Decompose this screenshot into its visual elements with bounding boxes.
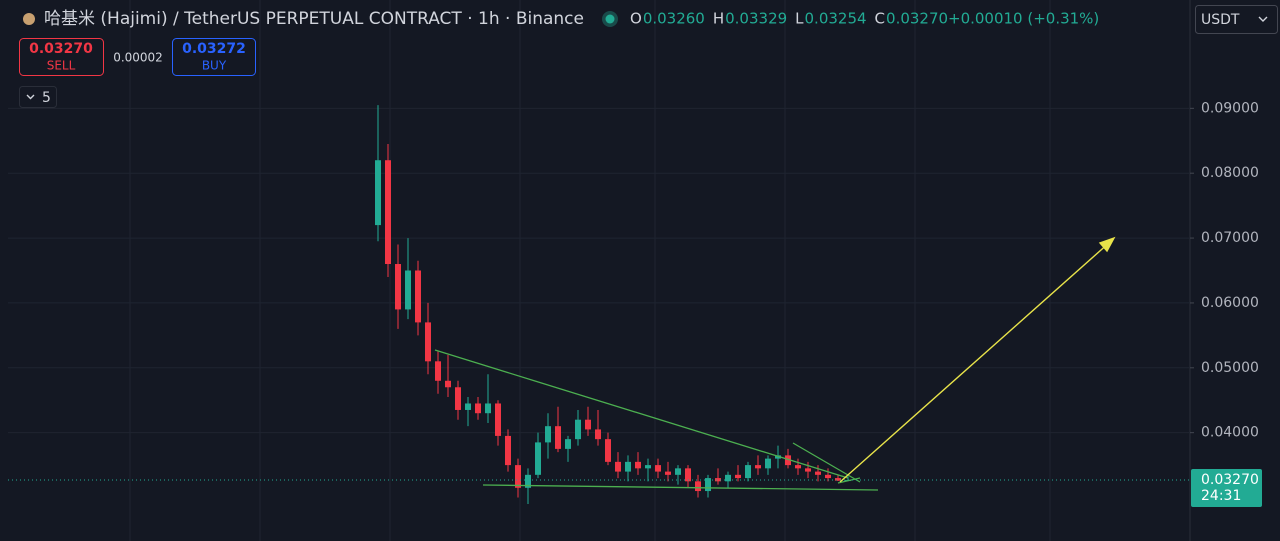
candle-body — [475, 403, 481, 414]
candle-body — [695, 481, 701, 492]
change: +0.00010 (+0.31%) — [948, 10, 1099, 28]
price-tag — [1191, 469, 1262, 508]
candle-body — [445, 380, 451, 388]
candle-body — [745, 465, 751, 479]
sell-button[interactable] — [19, 38, 104, 76]
candle-body — [385, 160, 391, 265]
candle-body — [405, 270, 411, 310]
sell-label: SELL — [47, 59, 76, 73]
candle-body — [575, 419, 581, 440]
coin-icon — [23, 13, 35, 25]
candle-body — [775, 455, 781, 459]
y-tick-label: 0.08000 — [1201, 165, 1259, 181]
candle-body — [675, 468, 681, 475]
currency-select[interactable] — [1195, 5, 1278, 34]
y-tick-label: 0.09000 — [1201, 100, 1259, 116]
candle-body — [795, 465, 801, 469]
chevron — [1258, 16, 1268, 22]
candle-body — [435, 361, 441, 381]
candle-body — [495, 403, 501, 436]
candle-body — [525, 474, 531, 488]
candle-body — [585, 419, 591, 430]
candle-body — [665, 471, 671, 475]
candles — [375, 105, 851, 505]
candle-body — [425, 322, 431, 362]
symbol-title: 哈基米 (Hajimi) / TetherUS PERPETUAL CONTRA… — [44, 9, 584, 29]
indicator-count: 5 — [42, 90, 51, 106]
candle-body — [655, 465, 661, 472]
candle-body — [805, 468, 811, 472]
candle-body — [545, 426, 551, 443]
candle-body — [535, 442, 541, 475]
candle-body — [685, 468, 691, 482]
sell-price: 0.03270 — [29, 41, 93, 57]
candle-body — [725, 474, 731, 482]
price-grid — [8, 107, 1190, 434]
indicator-toggle[interactable] — [19, 86, 57, 108]
y-tick-label: 0.06000 — [1201, 295, 1259, 311]
candle-body — [605, 439, 611, 462]
candle-body — [705, 478, 711, 492]
ohlc-label: O — [630, 10, 642, 28]
ohlc-value: 0.03260 — [643, 10, 705, 28]
candle-body — [765, 458, 771, 469]
currency-label: USDT — [1201, 12, 1240, 28]
ohlc: O 0.03260 H 0.03329 L 0.03254 C 0.03270 — [630, 10, 948, 28]
candle-body — [555, 426, 561, 449]
candle-body — [835, 478, 841, 481]
projection-arrow — [839, 236, 1116, 483]
ohlc-label: C — [875, 10, 885, 28]
candle-body — [485, 403, 491, 414]
candle-body — [825, 474, 831, 479]
time-grid — [129, 0, 1051, 541]
ohlc-value: 0.03254 — [805, 10, 867, 28]
candle-body — [595, 429, 601, 440]
ohlc-value: 0.03329 — [725, 10, 787, 28]
candle-body — [785, 455, 791, 466]
candle-body — [615, 461, 621, 472]
market-status-dot — [605, 14, 615, 24]
buy-button[interactable] — [172, 38, 256, 76]
candle-body — [715, 478, 721, 482]
candle-body — [515, 465, 521, 488]
candle-body — [465, 403, 471, 410]
trendlines — [434, 349, 879, 491]
candle-body — [635, 461, 641, 469]
candle-body — [375, 160, 381, 226]
ohlc-label: H — [713, 10, 724, 28]
chevron — [26, 94, 35, 100]
ohlc-label: L — [795, 10, 804, 28]
countdown: 24:31 — [1201, 488, 1241, 504]
buy-price: 0.03272 — [182, 41, 246, 57]
candle-body — [565, 439, 571, 449]
candle-body — [815, 471, 821, 475]
candle-body — [645, 465, 651, 469]
ohlc-value: 0.03270 — [886, 10, 948, 28]
candle-body — [395, 264, 401, 310]
spread: 0.00002 — [113, 51, 163, 65]
candle-body — [505, 435, 511, 466]
price-tag-label: 0.03270 — [1201, 472, 1259, 488]
y-tick-label: 0.07000 — [1201, 230, 1259, 246]
candle-body — [455, 387, 461, 410]
candle-body — [625, 461, 631, 472]
y-tick-label: 0.05000 — [1201, 360, 1259, 376]
y-tick-label: 0.04000 — [1201, 425, 1259, 441]
candle-body — [735, 474, 741, 479]
candle-body — [755, 465, 761, 469]
buy-label: BUY — [202, 59, 227, 73]
candle-body — [415, 270, 421, 323]
